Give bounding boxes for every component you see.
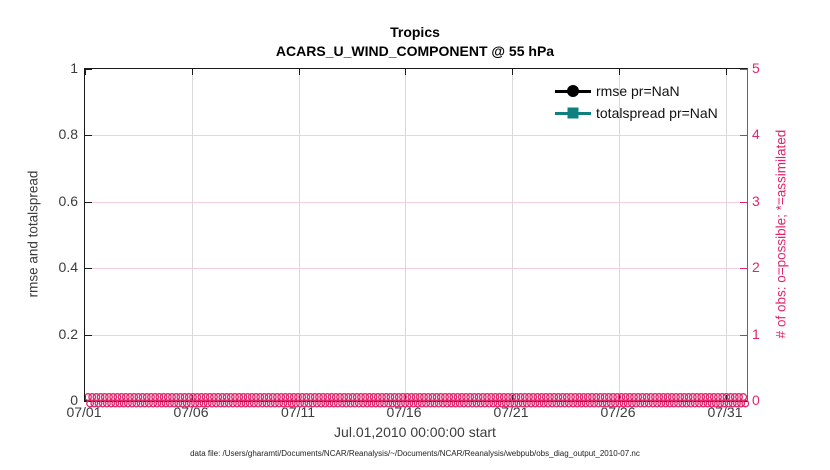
left-tick-label: 1 [70, 60, 78, 76]
left-tick-mark [85, 69, 92, 71]
right-tick-mark [740, 335, 747, 337]
x-tick-label: 07/01 [66, 404, 102, 420]
left-tick-label: 0.2 [58, 326, 78, 342]
right-tick-label: 4 [752, 126, 760, 142]
x-tick-mark-top [619, 69, 621, 75]
x-tick-mark-top [192, 69, 194, 75]
left-tick-label: 0 [70, 392, 78, 408]
x-tick-mark [299, 395, 301, 401]
vertical-gridline [192, 69, 193, 401]
vertical-gridline [405, 69, 406, 401]
totalspread-square-marker-icon [567, 107, 579, 119]
right-tick-label: 1 [752, 326, 760, 342]
x-tick-mark-top [299, 69, 301, 75]
legend: rmse pr=NaN totalspread pr=NaN [555, 80, 718, 124]
right-tick-label: 5 [752, 60, 760, 76]
x-tick-label: 07/06 [173, 404, 209, 420]
x-tick-mark [192, 395, 194, 401]
x-tick-mark [619, 395, 621, 401]
obs-markers-band [85, 393, 749, 408]
rmse-circle-marker-icon [567, 85, 579, 97]
x-tick-mark-top [726, 69, 728, 75]
chart-title: Tropics [390, 24, 440, 40]
horizontal-gridline [85, 202, 747, 203]
data-file-caption: data file: /Users/gharamti/Documents/NCA… [190, 449, 640, 458]
rmse-line-sample [555, 84, 591, 98]
x-tick-label: 07/31 [707, 404, 743, 420]
x-tick-label: 07/16 [386, 404, 422, 420]
legend-item-rmse: rmse pr=NaN [555, 80, 718, 102]
vertical-gridline [726, 69, 727, 401]
right-tick-label: 3 [752, 193, 760, 209]
x-tick-label: 07/11 [281, 404, 315, 420]
right-tick-mark [740, 69, 747, 71]
x-tick-label: 07/21 [493, 404, 529, 420]
left-tick-mark [85, 135, 92, 137]
right-tick-mark [740, 268, 747, 270]
vertical-gridline [512, 69, 513, 401]
left-axis-label: rmse and totalspread [25, 170, 41, 298]
plot-area: rmse pr=NaN totalspread pr=NaN [84, 68, 749, 408]
x-axis-label: Jul.01,2010 00:00:00 start [334, 424, 496, 440]
right-axis-label: # of obs: o=possible; *=assimilated [773, 129, 789, 339]
right-tick-mark [740, 135, 747, 137]
left-tick-label: 0.4 [58, 259, 78, 275]
horizontal-gridline [85, 268, 747, 269]
legend-label-totalspread: totalspread pr=NaN [596, 105, 718, 121]
x-tick-mark-top [512, 69, 514, 75]
legend-item-totalspread: totalspread pr=NaN [555, 102, 718, 124]
legend-label-rmse: rmse pr=NaN [596, 83, 680, 99]
vertical-gridline [619, 69, 620, 401]
right-tick-label: 2 [752, 259, 760, 275]
x-tick-mark-top [85, 69, 87, 75]
left-tick-mark [85, 268, 92, 270]
x-tick-label: 07/26 [600, 404, 636, 420]
left-tick-label: 0.6 [58, 193, 78, 209]
chart-subtitle: ACARS_U_WIND_COMPONENT @ 55 hPa [275, 43, 555, 59]
left-tick-mark [85, 335, 92, 337]
totalspread-line-sample [555, 106, 591, 120]
x-tick-mark-top [405, 69, 407, 75]
right-tick-mark [740, 202, 747, 204]
horizontal-gridline [85, 335, 747, 336]
left-tick-label: 0.8 [58, 126, 78, 142]
left-tick-mark [85, 202, 92, 204]
right-tick-label: 0 [752, 392, 760, 408]
horizontal-gridline [85, 135, 747, 136]
x-tick-mark [85, 395, 87, 401]
x-tick-mark [726, 395, 728, 401]
vertical-gridline [299, 69, 300, 401]
